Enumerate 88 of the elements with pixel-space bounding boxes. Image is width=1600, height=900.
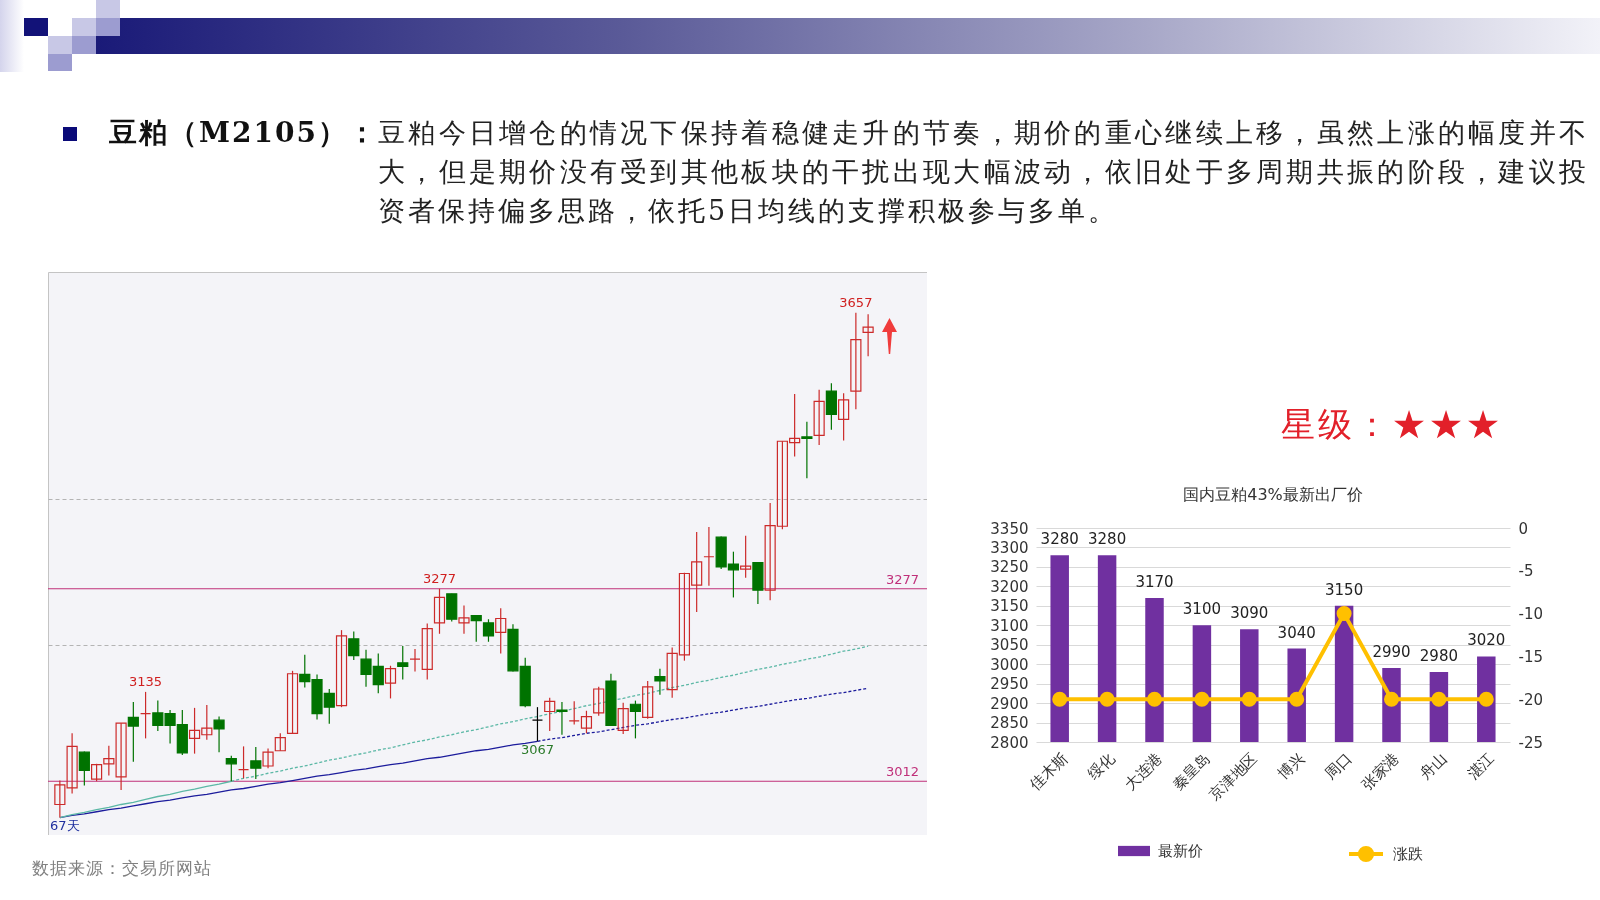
candlestick [862, 313, 874, 357]
candlestick [531, 706, 544, 742]
candlestick [825, 382, 837, 431]
chart-title: 国内豆粕43%最新出厂价 [1183, 484, 1363, 504]
data-label: 3170 [1135, 572, 1174, 591]
y2-tick-label: -15 [1518, 647, 1543, 666]
y-tick-label: 3300 [990, 538, 1029, 557]
y-tick-label: 3200 [990, 577, 1029, 596]
x-tick-label: 大连港 [1121, 748, 1166, 794]
y2-tick-label: -10 [1518, 604, 1543, 623]
candlestick [568, 700, 580, 726]
candlestick [433, 588, 446, 635]
candlestick [703, 526, 715, 587]
candlestick [139, 691, 152, 739]
candlestick [78, 750, 90, 787]
candlestick [409, 648, 421, 673]
x-tick-label: 周口 [1321, 748, 1356, 783]
candlestick [740, 535, 752, 579]
x-tick-label: 张家港 [1358, 748, 1403, 794]
y2-tick-label: -5 [1518, 561, 1534, 580]
candlestick [556, 701, 568, 736]
candlestick [127, 701, 139, 763]
data-label: 3090 [1230, 603, 1269, 622]
candlestick [654, 668, 666, 696]
candlestick [348, 630, 360, 661]
ref-line-label: 3012 [885, 764, 919, 780]
y-tick-label: 3100 [990, 616, 1029, 635]
source-note: 数据来源：交易所网站 [32, 857, 212, 879]
candlestick [495, 607, 507, 654]
data-label: 2980 [1419, 646, 1458, 665]
candlestick [250, 746, 262, 780]
annotation: 3277 [422, 570, 457, 586]
candlestick [458, 604, 470, 635]
x-tick-label: 绥化 [1084, 748, 1119, 783]
y-tick-label: 3150 [990, 596, 1029, 615]
x-tick-label: 博兴 [1274, 748, 1309, 783]
y-tick-label: 2950 [990, 674, 1029, 693]
candlestick [262, 747, 274, 769]
candlestick [629, 700, 642, 739]
annotation: 3135 [129, 673, 163, 689]
y2-tick-label: -25 [1518, 733, 1543, 751]
candlestick [237, 745, 250, 779]
candlestick [470, 615, 482, 643]
candlestick [813, 389, 825, 446]
data-label: 3280 [1040, 529, 1079, 548]
candlestick [421, 623, 433, 681]
x-tick-label: 舟山 [1416, 748, 1451, 783]
x-tick-label: 湛江 [1463, 748, 1498, 783]
data-label: 3280 [1088, 529, 1127, 548]
candlestick [642, 680, 654, 720]
y-tick-label: 3000 [990, 655, 1029, 674]
text: 豆粕今日增仓的情况下保持着稳健走升的节奏，期价的重心继续上移，虽然上涨的幅度并不大，但是期价没有受到其他板块的干扰出现大幅波动，依旧处于多周期共振的阶段，建议投资者保持偏多思路，依托5日均线的支撑积极参与多单。 [377, 116, 1589, 228]
candlestick [544, 697, 556, 732]
candlestick [213, 715, 225, 753]
candlestick [384, 665, 397, 700]
legend-label: 涨跌 [1393, 844, 1423, 863]
candlestick [580, 710, 593, 734]
data-label: 3040 [1277, 623, 1316, 642]
y-tick-label: 3250 [990, 557, 1029, 576]
y-tick-label: 3050 [990, 635, 1029, 654]
candlestick [850, 312, 862, 410]
annotation: 67天 [50, 818, 80, 833]
candlestick [617, 702, 629, 735]
y-tick-label: 2850 [990, 713, 1029, 732]
data-label: 3150 [1325, 580, 1364, 599]
candlestick [335, 629, 348, 708]
y-tick-label: 2800 [990, 733, 1029, 751]
data-label: 3020 [1467, 630, 1506, 649]
ref-line-label: 3277 [885, 571, 919, 587]
candlestick [397, 645, 409, 681]
candlestick [838, 392, 850, 442]
text: 豆粕（M2105）： [109, 115, 378, 151]
y2-tick-label: -20 [1518, 690, 1543, 709]
y-tick-label: 3350 [990, 519, 1029, 537]
x-tick-label: 佳木斯 [1026, 748, 1072, 794]
annotation: 3067 [520, 742, 555, 758]
annotation: 3657 [839, 294, 873, 310]
candlestick [286, 670, 299, 734]
data-label: 2990 [1372, 642, 1411, 661]
candlestick [482, 618, 495, 643]
y2-tick-label: 0 [1518, 519, 1529, 537]
legend-label: 最新价 [1158, 841, 1203, 860]
data-label: 3100 [1182, 599, 1221, 618]
y-tick-label: 2900 [990, 694, 1029, 713]
text: 星级：★★★ [1281, 404, 1503, 444]
candlestick [801, 421, 813, 479]
candlestick [593, 686, 605, 717]
candlestick [225, 755, 237, 782]
